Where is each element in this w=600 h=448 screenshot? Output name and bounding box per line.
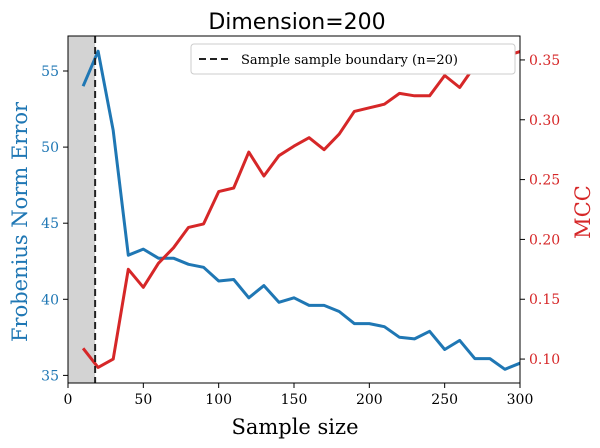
right-tick-label: 0.15 [529,292,560,308]
left-tick-label: 40 [41,292,59,308]
plot-frame [67,35,521,384]
x-axis-label: Sample size [231,415,358,439]
plot-area [67,35,521,384]
legend-box [190,43,516,75]
left-tick-label: 45 [41,216,59,232]
left-tick-label: 50 [41,140,59,156]
x-tick-label: 250 [431,392,458,408]
left-axis-label: Frobenius Norm Error [8,101,32,342]
right-tick-label: 0.20 [529,232,560,248]
legend-label: Sample sample boundary (n=20) [241,53,458,68]
right-tick-label: 0.25 [529,173,560,189]
x-tick-label: 50 [134,392,152,408]
x-tick-label: 150 [281,392,308,408]
left-tick-label: 55 [41,64,59,80]
x-axis-ticks: 0 50 100 150 200 250 300 [64,383,534,408]
chart-title: Dimension=200 [208,10,385,35]
x-tick-label: 300 [507,392,534,408]
right-tick-label: 0.35 [529,53,560,69]
series-line-right [81,50,521,369]
right-axis-label: MCC [571,185,595,239]
series-lines [81,49,521,371]
left-tick-label: 35 [41,368,59,384]
right-tick-label: 0.30 [529,113,560,129]
right-axis-ticks: 0.10 0.15 0.20 0.25 0.30 0.35 [520,53,560,368]
x-tick-label: 100 [205,392,232,408]
left-axis-ticks: 35 40 45 50 55 [41,64,68,384]
series-line-left [81,49,521,371]
x-tick-label: 0 [64,392,73,408]
legend: Sample sample boundary (n=20) [190,43,516,75]
x-tick-label: 200 [356,392,383,408]
shaded-region [68,36,96,383]
right-tick-label: 0.10 [529,352,560,368]
